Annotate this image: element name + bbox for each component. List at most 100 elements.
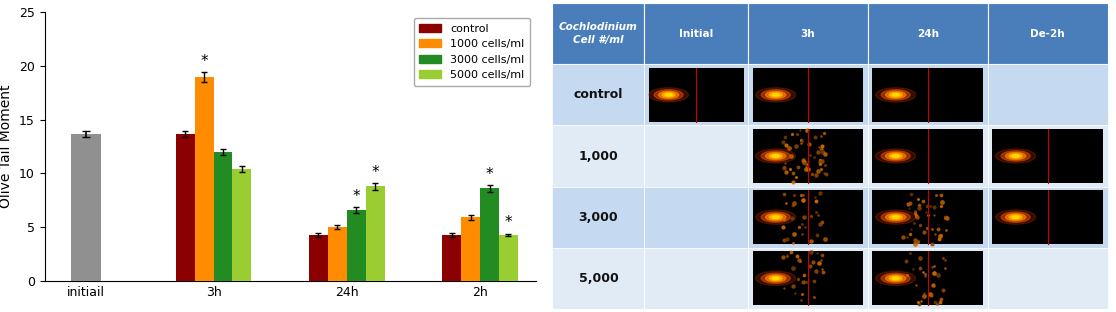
FancyBboxPatch shape [988, 248, 1107, 309]
FancyBboxPatch shape [752, 190, 863, 244]
FancyBboxPatch shape [988, 64, 1107, 125]
Ellipse shape [662, 93, 675, 97]
Text: *: * [485, 167, 493, 182]
FancyBboxPatch shape [752, 68, 863, 122]
Bar [232, 169, 251, 281]
Ellipse shape [892, 277, 899, 280]
Bar [70, 134, 100, 281]
Ellipse shape [772, 155, 779, 157]
FancyBboxPatch shape [992, 129, 1103, 183]
Text: Cochlodinium
Cell #/ml: Cochlodinium Cell #/ml [559, 22, 638, 45]
Ellipse shape [769, 215, 782, 219]
Ellipse shape [761, 90, 790, 100]
Ellipse shape [766, 91, 786, 99]
Ellipse shape [1001, 151, 1030, 161]
Ellipse shape [766, 275, 786, 282]
Ellipse shape [1009, 215, 1022, 219]
Ellipse shape [892, 155, 899, 157]
Ellipse shape [1001, 212, 1030, 222]
Ellipse shape [889, 93, 902, 97]
Ellipse shape [876, 149, 915, 163]
Bar [499, 235, 518, 281]
FancyBboxPatch shape [868, 3, 988, 64]
Ellipse shape [1012, 216, 1019, 218]
Text: *: * [372, 165, 379, 180]
Ellipse shape [772, 216, 779, 218]
FancyBboxPatch shape [552, 3, 645, 64]
Bar [175, 134, 194, 281]
FancyBboxPatch shape [988, 3, 1107, 64]
Ellipse shape [882, 90, 911, 100]
FancyBboxPatch shape [752, 251, 863, 305]
Bar [309, 235, 328, 281]
FancyBboxPatch shape [992, 190, 1103, 244]
FancyBboxPatch shape [552, 125, 645, 187]
Ellipse shape [769, 154, 782, 158]
Text: control: control [574, 88, 623, 101]
Bar [328, 227, 347, 281]
Ellipse shape [756, 271, 796, 285]
Text: 5,000: 5,000 [578, 272, 618, 285]
FancyBboxPatch shape [868, 248, 988, 309]
Text: 24h: 24h [916, 29, 939, 39]
Ellipse shape [654, 90, 683, 100]
Ellipse shape [885, 213, 906, 221]
FancyBboxPatch shape [748, 3, 868, 64]
FancyBboxPatch shape [748, 248, 868, 309]
Ellipse shape [766, 152, 786, 160]
Text: *: * [504, 215, 512, 230]
Ellipse shape [995, 210, 1036, 224]
Ellipse shape [1009, 154, 1022, 158]
FancyBboxPatch shape [873, 129, 983, 183]
FancyBboxPatch shape [645, 3, 748, 64]
Ellipse shape [772, 94, 779, 96]
Bar [480, 188, 499, 281]
Ellipse shape [882, 273, 911, 284]
Text: *: * [353, 188, 360, 203]
FancyBboxPatch shape [748, 125, 868, 187]
FancyBboxPatch shape [873, 68, 983, 122]
Ellipse shape [766, 213, 786, 221]
Bar [213, 152, 232, 281]
Text: *: * [200, 54, 208, 69]
Ellipse shape [876, 88, 915, 102]
FancyBboxPatch shape [988, 125, 1107, 187]
FancyBboxPatch shape [645, 64, 748, 125]
Legend: control, 1000 cells/ml, 3000 cells/ml, 5000 cells/ml: control, 1000 cells/ml, 3000 cells/ml, 5… [414, 18, 530, 86]
Ellipse shape [876, 271, 915, 285]
Ellipse shape [882, 151, 911, 161]
Text: Initial: Initial [679, 29, 713, 39]
FancyBboxPatch shape [552, 187, 645, 248]
FancyBboxPatch shape [752, 129, 863, 183]
FancyBboxPatch shape [868, 125, 988, 187]
Ellipse shape [769, 276, 782, 280]
Ellipse shape [756, 210, 796, 224]
Ellipse shape [1006, 152, 1026, 160]
Bar [366, 186, 385, 281]
Text: De-2h: De-2h [1030, 29, 1065, 39]
Ellipse shape [658, 91, 679, 99]
FancyBboxPatch shape [645, 125, 748, 187]
Ellipse shape [885, 91, 906, 99]
FancyBboxPatch shape [748, 187, 868, 248]
Text: 1,000: 1,000 [578, 149, 618, 163]
Y-axis label: Olive Tail Moment: Olive Tail Moment [0, 85, 13, 208]
FancyBboxPatch shape [552, 248, 645, 309]
Ellipse shape [885, 275, 906, 282]
Bar [461, 217, 480, 281]
FancyBboxPatch shape [868, 187, 988, 248]
FancyBboxPatch shape [748, 64, 868, 125]
Ellipse shape [665, 94, 672, 96]
Bar [442, 235, 461, 281]
Ellipse shape [1012, 155, 1019, 157]
FancyBboxPatch shape [552, 64, 645, 125]
FancyBboxPatch shape [873, 251, 983, 305]
Text: 3h: 3h [800, 29, 815, 39]
FancyBboxPatch shape [868, 64, 988, 125]
Ellipse shape [889, 215, 902, 219]
Ellipse shape [892, 216, 899, 218]
Ellipse shape [885, 152, 906, 160]
Bar [194, 77, 213, 281]
Ellipse shape [995, 149, 1036, 163]
FancyBboxPatch shape [648, 68, 743, 122]
